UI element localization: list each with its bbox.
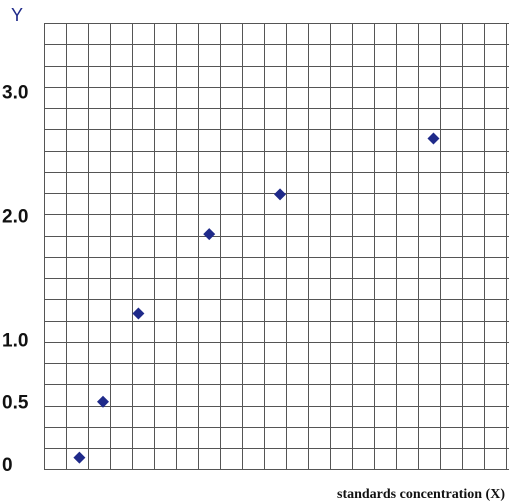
y-tick-label-2: 1.0 [2, 331, 28, 352]
data-points [73, 132, 440, 464]
data-point-5 [427, 132, 440, 145]
y-axis-ticks: 0 0.5 1.0 2.0 3.0 [2, 82, 29, 476]
chart-grid [44, 23, 509, 470]
y-tick-label-3: 2.0 [2, 206, 28, 227]
y-tick-label-1: 0.5 [2, 393, 29, 414]
data-point-3 [203, 228, 216, 241]
data-point-2 [132, 307, 145, 320]
data-point-4 [274, 188, 287, 201]
data-point-1 [97, 395, 110, 408]
y-axis-label: Y [11, 5, 23, 25]
y-tick-label-4: 3.0 [2, 82, 28, 103]
data-point-0 [73, 451, 86, 464]
x-axis-label: standards concentration (X) [337, 487, 505, 502]
y-tick-label-0: 0 [2, 455, 13, 476]
